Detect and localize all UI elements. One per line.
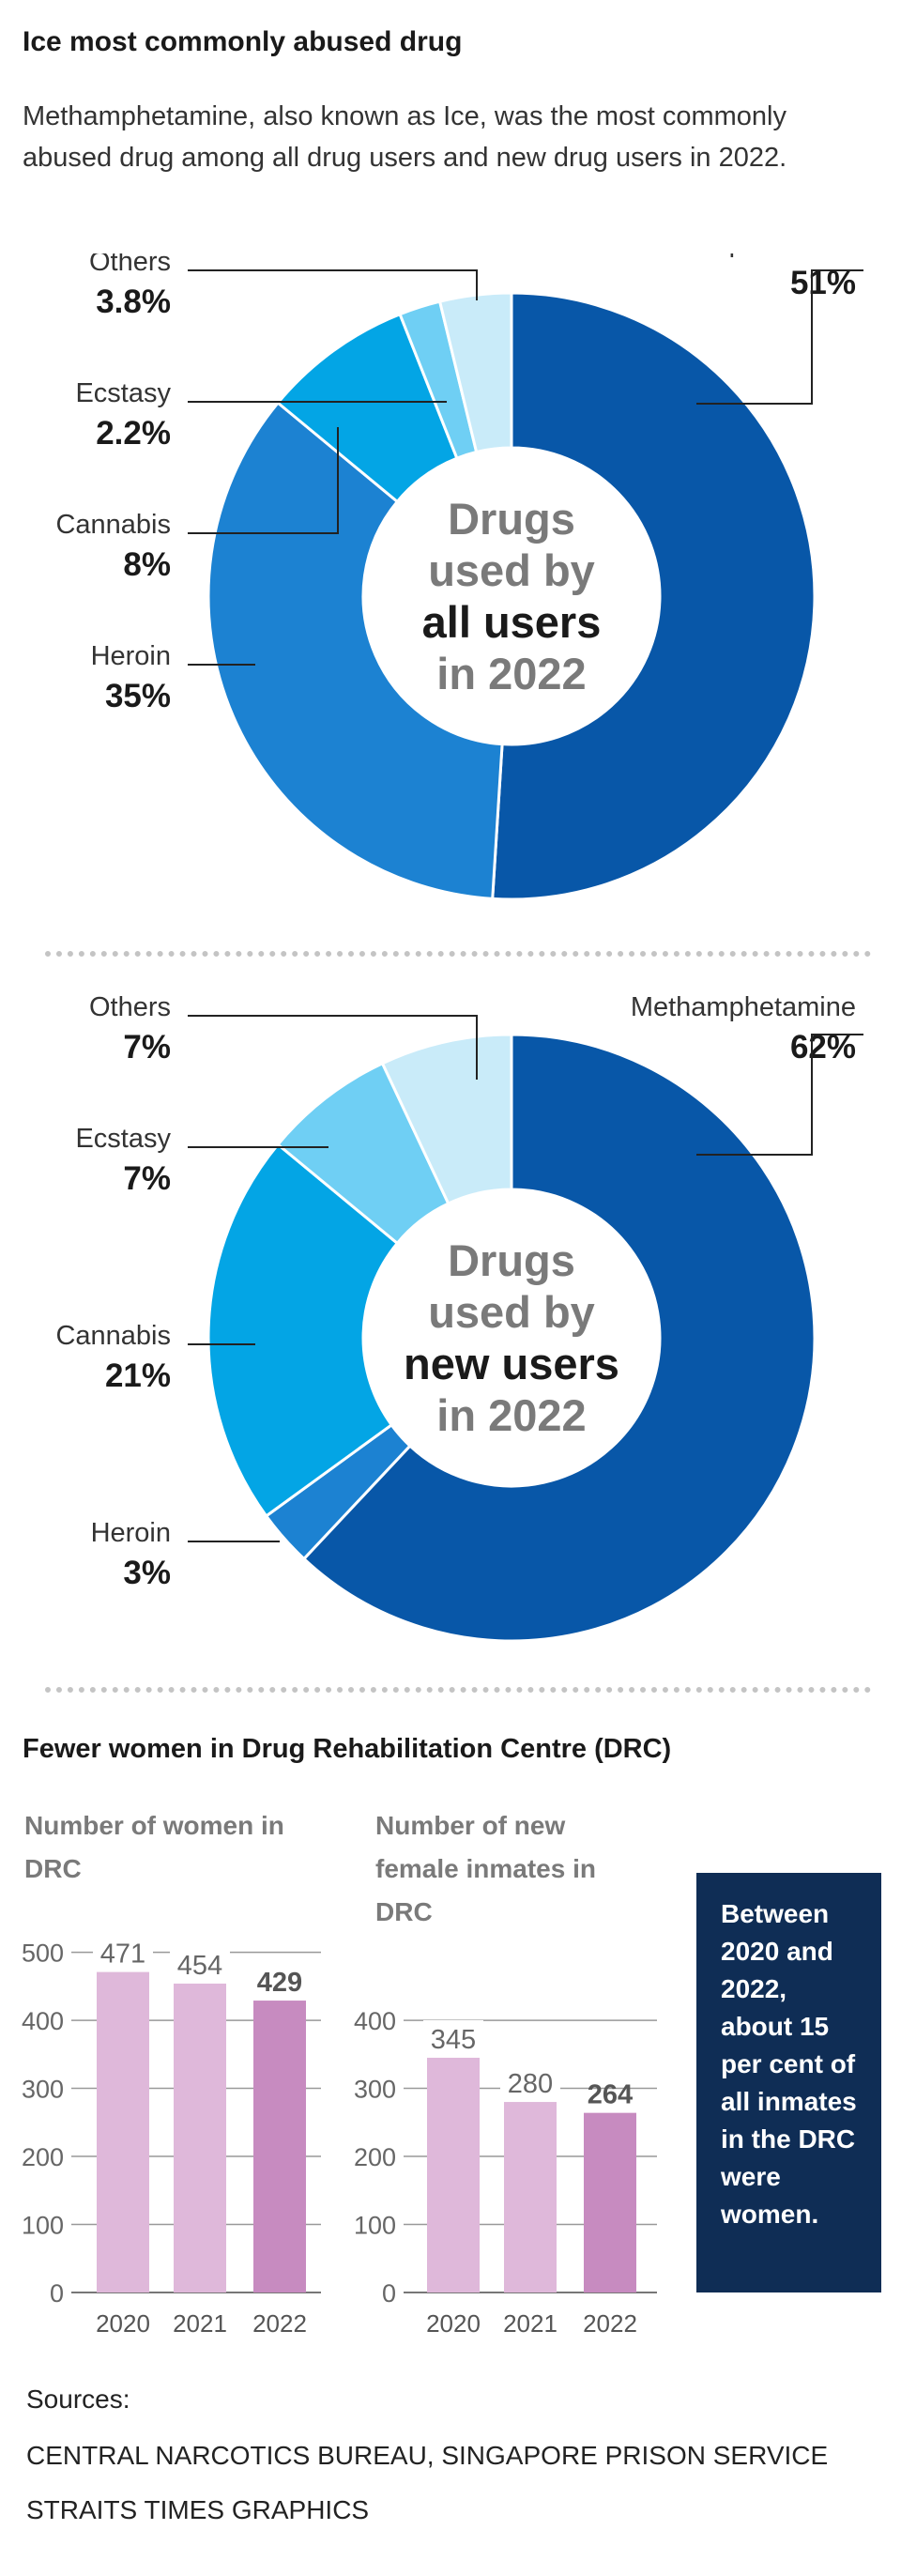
data-label-ecstasy: 7% <box>123 1160 171 1197</box>
legend-label-methamphetamine: Methamphetamine <box>631 253 856 258</box>
data-label-2021: 280 <box>508 2069 553 2099</box>
bar-chart-2-title: Number of new female inmates in DRC <box>375 1811 596 1926</box>
y-tick-label: 100 <box>22 2212 64 2240</box>
bar-chart-women-in-drc: 0 100 200 300 400 500 471 2020 454 2021 429 2022 <box>22 1934 321 2338</box>
legend-label-heroin: Heroin <box>91 1518 171 1548</box>
legend-label-cannabis: Cannabis <box>55 1321 171 1351</box>
sources-text: CENTRAL NARCOTICS BUREAU, SINGAPORE PRIS… <box>26 2441 829 2470</box>
leader-line-others <box>188 1015 478 1080</box>
legend-label-ecstasy: Ecstasy <box>75 1124 171 1154</box>
data-label-2022: 429 <box>257 1968 302 1998</box>
donut-slice-others <box>380 1033 513 1206</box>
x-tick-label: 2021 <box>173 2309 227 2338</box>
data-label-2020: 471 <box>100 1940 145 1970</box>
note-box: Between 2020 and 2022, about 15 per cent… <box>696 1873 881 2292</box>
data-label-bg <box>170 1945 230 1978</box>
y-tick-label: 500 <box>22 1940 64 1968</box>
data-label-cannabis: 8% <box>123 546 171 583</box>
bar-2022 <box>253 2001 306 2292</box>
page-title: Ice most commonly abused drug <box>23 26 463 57</box>
leader-line-cannabis <box>188 427 339 534</box>
legend-label-others: Others <box>89 253 171 277</box>
bar-chart-1-title: Number of women in DRC <box>24 1811 284 1883</box>
data-label-bg <box>93 1934 153 1967</box>
leader-line-others <box>188 269 478 300</box>
data-label-heroin: 35% <box>105 678 171 714</box>
donut-slice-methamphetamine <box>301 1033 817 1643</box>
data-label-bg <box>423 2019 483 2052</box>
legend-label-heroin: Heroin <box>91 641 171 671</box>
sources-label: Sources: <box>26 2384 130 2414</box>
leader-line-methamphetamine <box>696 269 863 405</box>
legend-label-cannabis: Cannabis <box>55 510 171 540</box>
data-label-2020: 345 <box>431 2025 476 2055</box>
donut-center-label: all users <box>422 597 602 647</box>
y-tick-label: 300 <box>354 2076 396 2104</box>
data-label-others: 7% <box>123 1029 171 1066</box>
bar-2022 <box>584 2112 636 2292</box>
y-tick-label: 100 <box>354 2212 396 2240</box>
donut-center-label: used by <box>428 1287 595 1337</box>
y-tick-label: 200 <box>354 2143 396 2171</box>
x-tick-label: 2021 <box>503 2309 557 2338</box>
donut-slice-methamphetamine <box>491 291 817 901</box>
data-label-2022: 264 <box>588 2080 633 2110</box>
section-divider <box>45 1687 871 1693</box>
section-divider <box>45 951 871 957</box>
data-label-bg <box>500 2064 560 2097</box>
leader-line-methamphetamine <box>696 1034 863 1156</box>
donut-slice-cannabis <box>206 1142 400 1518</box>
y-tick-label: 0 <box>382 2279 396 2308</box>
intro-text: Methamphetamine, also known as Ice, was … <box>23 101 787 173</box>
data-label-others: 3.8% <box>96 284 171 320</box>
x-tick-label: 2022 <box>252 2309 307 2338</box>
bar-2020 <box>427 2057 480 2292</box>
legend-label-ecstasy: Ecstasy <box>75 378 171 408</box>
bar-chart-new-female-inmates: 0 100 200 300 400 345 2020 280 2021 264 2022 <box>354 2007 657 2338</box>
donut-center-label: Drugs <box>448 494 575 544</box>
y-tick-label: 300 <box>22 2076 64 2104</box>
data-label-2021: 454 <box>177 1951 222 1981</box>
donut-center-label: in 2022 <box>436 1390 586 1440</box>
donut-slice-others <box>437 291 513 454</box>
bar-2021 <box>504 2102 557 2292</box>
x-tick-label: 2022 <box>583 2309 637 2338</box>
donut-center-label: new users <box>404 1339 619 1388</box>
y-tick-label: 0 <box>50 2279 64 2308</box>
x-tick-label: 2020 <box>426 2309 481 2338</box>
donut-slice-heroin <box>206 400 504 900</box>
x-tick-label: 2020 <box>96 2309 150 2338</box>
data-label-ecstasy: 2.2% <box>96 415 171 452</box>
bar-2020 <box>97 1971 149 2292</box>
donut-center-label: Drugs <box>448 1235 575 1285</box>
data-label-heroin: 3% <box>123 1555 171 1591</box>
credit-text: STRAITS TIMES GRAPHICS <box>26 2495 370 2524</box>
donut-center-label: used by <box>428 545 595 595</box>
legend-label-others: Others <box>89 995 171 1022</box>
data-label-cannabis: 21% <box>105 1357 171 1394</box>
y-tick-label: 400 <box>354 2007 396 2035</box>
section-title: Fewer women in Drug Rehabilitation Centr… <box>23 1734 672 1764</box>
y-tick-label: 400 <box>22 2007 64 2035</box>
legend-label-methamphetamine: Methamphetamine <box>631 995 856 1022</box>
bar-2021 <box>174 1983 226 2292</box>
y-tick-label: 200 <box>22 2143 64 2171</box>
donut-center-label: in 2022 <box>436 649 586 698</box>
